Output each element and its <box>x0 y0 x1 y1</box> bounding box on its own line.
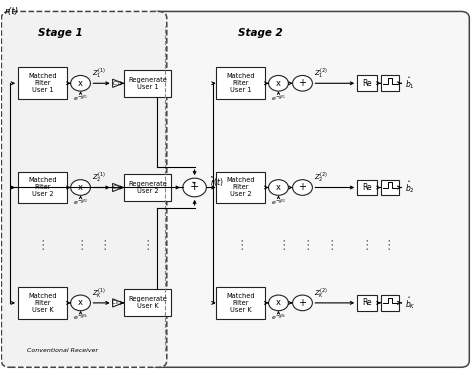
Text: ⋮: ⋮ <box>75 239 88 252</box>
FancyBboxPatch shape <box>18 287 67 319</box>
FancyBboxPatch shape <box>124 174 171 201</box>
Text: $e^{-j\beta_2}$: $e^{-j\beta_2}$ <box>271 198 286 207</box>
Text: x: x <box>78 298 83 307</box>
Text: $e^{-j\beta_k}$: $e^{-j\beta_k}$ <box>73 313 88 322</box>
Text: Matched
Filter
User 1: Matched Filter User 1 <box>226 73 255 93</box>
Text: $Z^{(2)}_K$: $Z^{(2)}_K$ <box>314 286 328 301</box>
Text: ⋮: ⋮ <box>301 239 314 252</box>
Text: $C_K$: $C_K$ <box>111 298 120 307</box>
Text: ⋮: ⋮ <box>236 239 248 252</box>
Text: Re: Re <box>362 79 372 88</box>
Text: ⋮: ⋮ <box>325 239 337 252</box>
FancyBboxPatch shape <box>148 12 469 367</box>
FancyBboxPatch shape <box>1 12 167 367</box>
Circle shape <box>292 75 312 91</box>
FancyBboxPatch shape <box>18 68 67 99</box>
Text: $e^{-j\beta_1}$: $e^{-j\beta_1}$ <box>271 93 286 103</box>
Text: Stage 1: Stage 1 <box>38 28 82 38</box>
Text: Stage 2: Stage 2 <box>238 28 283 38</box>
Text: Regenerate
User 1: Regenerate User 1 <box>128 77 167 90</box>
Circle shape <box>292 180 312 195</box>
Text: +: + <box>299 298 307 308</box>
FancyBboxPatch shape <box>381 180 399 195</box>
FancyBboxPatch shape <box>357 295 377 311</box>
Text: $Z^{(2)}_1$: $Z^{(2)}_1$ <box>314 67 328 81</box>
Text: ⋮: ⋮ <box>360 239 373 252</box>
Text: +: + <box>299 183 307 192</box>
Circle shape <box>183 178 206 197</box>
FancyBboxPatch shape <box>124 290 171 316</box>
Text: $Z^{(1)}_1$: $Z^{(1)}_1$ <box>92 67 106 81</box>
Text: $Z^{(2)}_2$: $Z^{(2)}_2$ <box>314 171 328 185</box>
FancyBboxPatch shape <box>216 68 265 99</box>
Circle shape <box>71 295 91 311</box>
Polygon shape <box>113 183 123 192</box>
Text: $C_2$: $C_2$ <box>112 183 120 192</box>
Circle shape <box>71 75 91 91</box>
FancyBboxPatch shape <box>216 172 265 203</box>
Text: Re: Re <box>362 298 372 307</box>
Text: ⋮: ⋮ <box>141 239 154 252</box>
Text: $\hat{b}_2$: $\hat{b}_2$ <box>405 180 415 195</box>
Text: $Z^{(1)}_K$: $Z^{(1)}_K$ <box>92 286 106 301</box>
FancyBboxPatch shape <box>124 70 171 97</box>
Text: x: x <box>78 183 83 192</box>
Circle shape <box>269 295 288 311</box>
Text: $e^{-j\beta_k}$: $e^{-j\beta_k}$ <box>271 313 286 322</box>
Polygon shape <box>113 299 123 307</box>
FancyBboxPatch shape <box>216 287 265 319</box>
FancyBboxPatch shape <box>381 75 399 91</box>
Text: $C_1$: $C_1$ <box>112 79 120 88</box>
Text: x: x <box>78 79 83 88</box>
FancyBboxPatch shape <box>357 75 377 91</box>
Text: Matched
Filter
User K: Matched Filter User K <box>28 293 57 313</box>
Text: +: + <box>299 78 307 88</box>
FancyBboxPatch shape <box>357 180 377 195</box>
Text: Regenerate
User 2: Regenerate User 2 <box>128 181 167 194</box>
Text: Matched
Filter
User 2: Matched Filter User 2 <box>28 177 57 198</box>
Circle shape <box>269 75 288 91</box>
Polygon shape <box>113 79 123 87</box>
Text: Matched
Filter
User K: Matched Filter User K <box>226 293 255 313</box>
Text: x: x <box>276 183 281 192</box>
Text: x: x <box>276 298 281 307</box>
Text: Regenerate
User K: Regenerate User K <box>128 296 167 309</box>
Text: Matched
Filter
User 2: Matched Filter User 2 <box>226 177 255 198</box>
Text: ⋮: ⋮ <box>99 239 111 252</box>
FancyBboxPatch shape <box>18 172 67 203</box>
Text: +: + <box>190 183 199 192</box>
Text: r(t): r(t) <box>5 7 19 16</box>
Text: $\hat{b}_K$: $\hat{b}_K$ <box>405 295 416 311</box>
Text: Conventional Receiver: Conventional Receiver <box>27 348 98 353</box>
Circle shape <box>292 295 312 311</box>
Text: Re: Re <box>362 183 372 192</box>
Text: $Z^{(1)}_2$: $Z^{(1)}_2$ <box>92 171 106 185</box>
Circle shape <box>71 180 91 195</box>
Text: $\tilde{r}(t)$: $\tilde{r}(t)$ <box>210 175 224 189</box>
Text: -: - <box>191 177 196 188</box>
Text: ⋮: ⋮ <box>36 239 49 252</box>
Text: ⋮: ⋮ <box>278 239 291 252</box>
Text: ⋮: ⋮ <box>383 239 395 252</box>
FancyBboxPatch shape <box>381 295 399 311</box>
Text: $e^{-j\beta_2}$: $e^{-j\beta_2}$ <box>73 198 88 207</box>
Text: $\hat{b}_1$: $\hat{b}_1$ <box>405 75 415 91</box>
Circle shape <box>269 180 288 195</box>
Text: $e^{-j\beta_1}$: $e^{-j\beta_1}$ <box>73 93 88 103</box>
Text: Matched
Filter
User 1: Matched Filter User 1 <box>28 73 57 93</box>
Text: x: x <box>276 79 281 88</box>
